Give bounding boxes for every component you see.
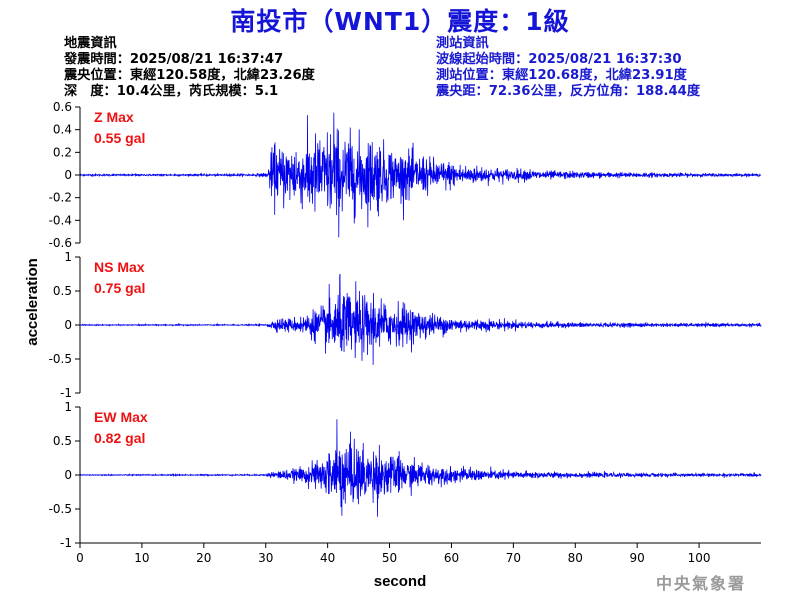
y-axis-title: acceleration: [24, 258, 41, 346]
station-info-heading: 測站資訊: [436, 36, 489, 51]
y-tick-label-ew: 1: [64, 400, 72, 414]
waveform-ew: [79, 419, 762, 517]
chart-title: 南投市（WNT1）震度：1級: [230, 7, 570, 36]
y-tick-label-ns: -1: [60, 386, 72, 400]
max-title-ew: EW Max: [94, 409, 148, 425]
max-title-ns: NS Max: [94, 259, 145, 275]
x-tick-label: 60: [444, 551, 459, 565]
x-tick-label: 50: [382, 551, 397, 565]
x-tick-label: 70: [506, 551, 521, 565]
agency-label: 中央氣象署: [655, 574, 746, 593]
max-title-z: Z Max: [94, 109, 134, 125]
waveform-ns: [79, 273, 762, 365]
y-tick-label-ns: 0: [64, 318, 72, 332]
y-tick-label-z: 0: [64, 168, 72, 182]
y-tick-label-z: 0.2: [53, 145, 72, 159]
waveform-start-time: 波線起始時間：2025/08/21 16:37:30: [436, 52, 682, 67]
event-info-heading: 地震資訊: [64, 36, 117, 51]
x-tick-label: 40: [320, 551, 335, 565]
x-tick-label: 100: [688, 551, 711, 565]
x-tick-label: 0: [76, 551, 84, 565]
x-tick-label: 90: [630, 551, 645, 565]
station-location: 測站位置：東經120.68度，北緯23.91度: [436, 68, 687, 83]
y-tick-label-ew: -0.5: [49, 502, 72, 516]
y-tick-label-z: -0.2: [49, 191, 72, 205]
y-tick-label-ns: -0.5: [49, 352, 72, 366]
y-tick-label-z: 0.6: [53, 100, 72, 114]
max-value-ew: 0.82 gal: [94, 430, 145, 446]
y-tick-label-ew: 0.5: [53, 434, 72, 448]
x-tick-label: 80: [568, 551, 583, 565]
origin-time: 發震時間：2025/08/21 16:37:47: [64, 52, 284, 67]
y-tick-label-z: -0.6: [49, 236, 72, 250]
x-tick-label: 30: [258, 551, 273, 565]
station-info-block: 測站資訊 波線起始時間：2025/08/21 16:37:30 測站位置：東經1…: [436, 36, 700, 100]
epicenter-location: 震央位置：東經120.58度，北緯23.26度: [64, 68, 315, 83]
max-value-z: 0.55 gal: [94, 130, 145, 146]
y-tick-label-ew: 0: [64, 468, 72, 482]
y-tick-label-ew: -1: [60, 536, 72, 550]
waveform-z: [79, 112, 762, 238]
epicentral-distance-azimuth: 震央距：72.36公里，反方位角：188.44度: [436, 84, 701, 99]
y-tick-label-z: 0.4: [53, 123, 72, 137]
event-info-block: 地震資訊 發震時間：2025/08/21 16:37:47 震央位置：東經120…: [64, 36, 315, 100]
x-tick-label: 10: [134, 551, 149, 565]
y-tick-label-z: -0.4: [49, 213, 72, 227]
x-tick-label: 20: [196, 551, 211, 565]
max-value-ns: 0.75 gal: [94, 280, 145, 296]
y-tick-label-ns: 0.5: [53, 284, 72, 298]
x-axis-title: second: [374, 573, 427, 590]
depth-magnitude: 深 度：10.4公里，芮氏規模：5.1: [64, 84, 279, 99]
y-tick-label-ns: 1: [64, 250, 72, 264]
